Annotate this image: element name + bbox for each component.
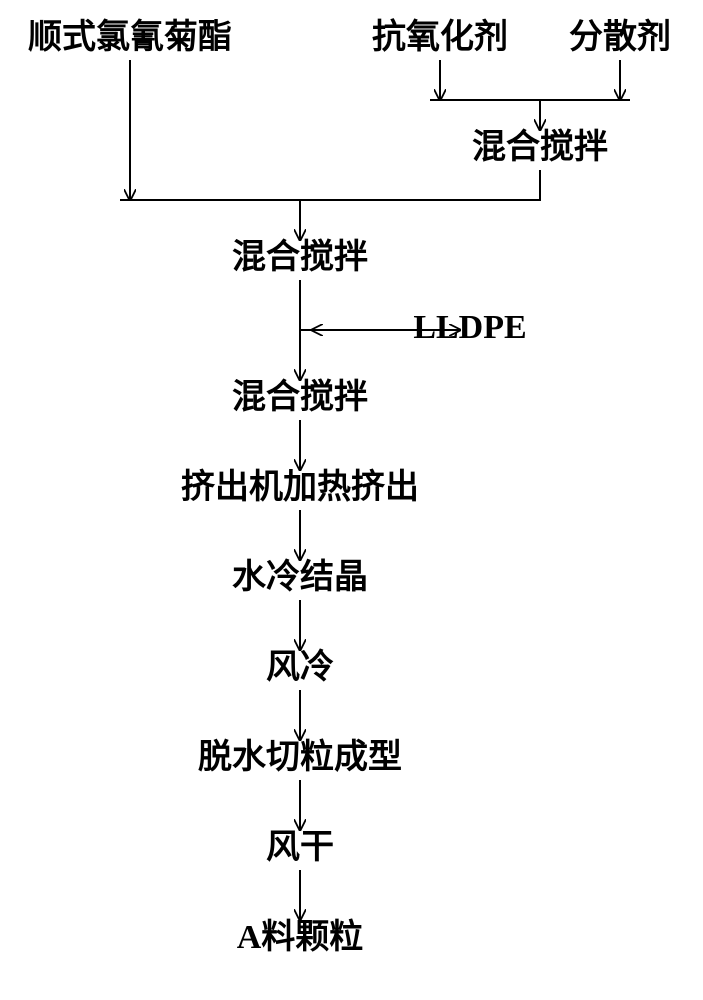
flow-node-n_granule: A料颗粒 <box>237 918 364 956</box>
flow-node-n_mix2: 混合搅拌 <box>232 238 368 276</box>
flow-node-n_water: 水冷结晶 <box>232 558 368 596</box>
flow-edge <box>120 170 540 200</box>
flow-node-n_air1: 风冷 <box>266 648 334 686</box>
flowchart-canvas: 顺式氯氰菊酯抗氧化剂分散剂混合搅拌混合搅拌LLDPE混合搅拌挤出机加热挤出水冷结… <box>0 0 703 1000</box>
flow-node-n_antiox: 抗氧化剂 <box>372 17 508 56</box>
flow-node-n_lldpe: LLDPE <box>413 309 526 346</box>
flow-node-n_mix3: 混合搅拌 <box>232 378 368 416</box>
flow-node-n_extrude: 挤出机加热挤出 <box>181 468 419 506</box>
flow-node-n_mix1: 混合搅拌 <box>472 128 608 166</box>
flow-node-n_air2: 风干 <box>266 829 334 866</box>
flow-node-n_dewater: 脱水切粒成型 <box>198 738 402 776</box>
flow-node-n_cis: 顺式氯氰菊酯 <box>28 17 232 56</box>
flow-node-n_disp: 分散剂 <box>569 18 671 56</box>
